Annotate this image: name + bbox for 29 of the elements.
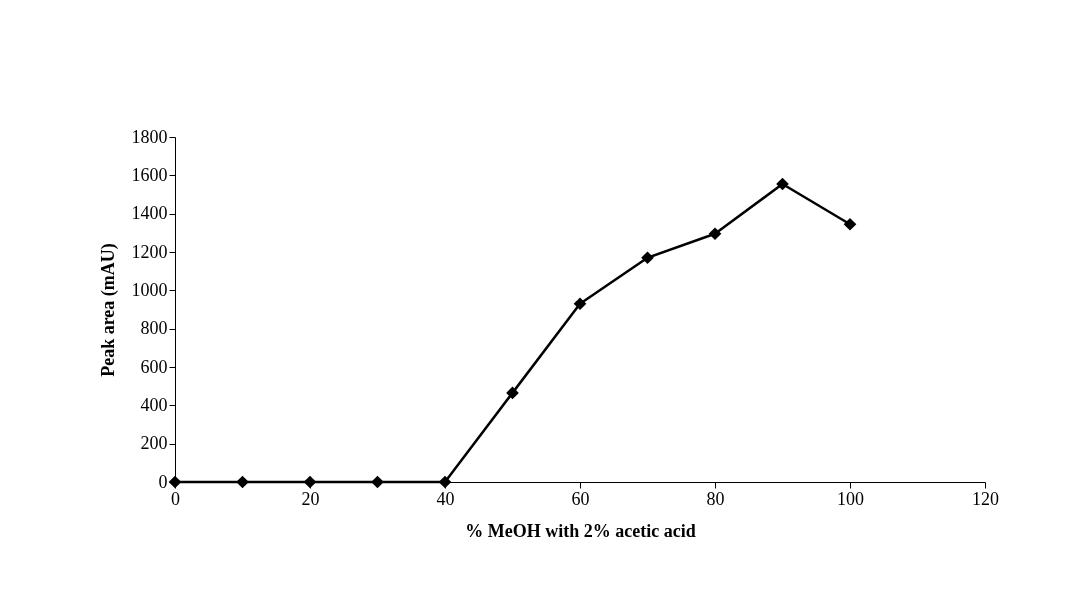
point bbox=[168, 475, 182, 489]
point bbox=[371, 475, 384, 489]
y-tick-label: 1400 bbox=[131, 203, 168, 224]
y-axis-title: Peak area (mAU) bbox=[97, 243, 119, 377]
point bbox=[506, 386, 519, 400]
x-tick-label: 20 bbox=[301, 488, 320, 509]
y-tick-label: 600 bbox=[140, 356, 168, 377]
y-tick-label: 1800 bbox=[131, 126, 168, 147]
y-tick-label: 0 bbox=[158, 471, 168, 492]
point bbox=[641, 251, 654, 265]
point bbox=[303, 475, 317, 489]
point bbox=[573, 297, 587, 311]
y-tick-label: 400 bbox=[140, 394, 168, 415]
x-tick-label: 80 bbox=[706, 488, 725, 509]
x-axis-title: % MeOH with 2% acetic acid bbox=[465, 520, 696, 541]
y-tick-label: 1000 bbox=[131, 279, 168, 300]
point bbox=[236, 475, 249, 489]
x-tick-label: 120 bbox=[972, 488, 999, 509]
x-tick-label: 60 bbox=[571, 488, 590, 509]
point bbox=[843, 217, 857, 231]
y-tick-label: 1200 bbox=[131, 241, 168, 262]
x-tick-label: 40 bbox=[436, 488, 455, 509]
point bbox=[438, 475, 452, 489]
y-tick-label: 800 bbox=[140, 318, 168, 339]
y-tick-label: 1600 bbox=[131, 164, 168, 185]
point bbox=[776, 177, 789, 191]
point bbox=[708, 227, 722, 241]
y-tick-label: 200 bbox=[140, 433, 168, 454]
x-tick-label: 100 bbox=[837, 488, 864, 509]
